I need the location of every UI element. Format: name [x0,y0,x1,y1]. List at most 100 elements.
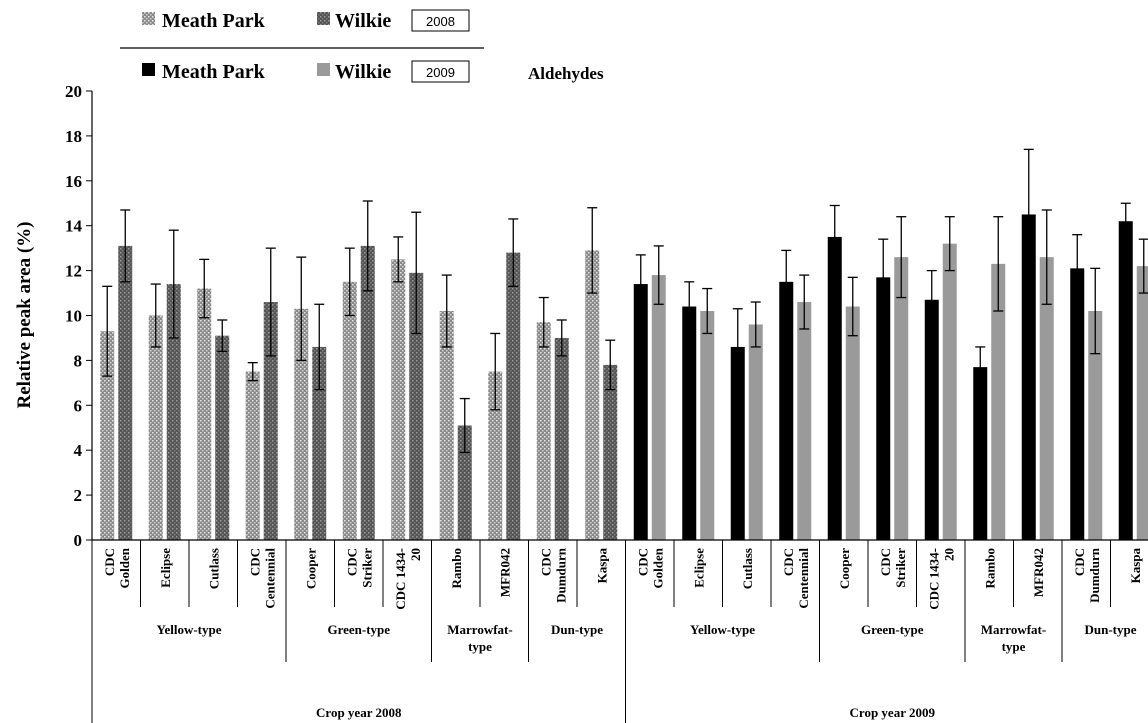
category-label: Rambo [449,548,464,588]
category-label: Golden [117,547,132,588]
bar [779,281,794,540]
group-label: Green-type [327,622,390,637]
group-label: Marrowfat- [981,622,1046,637]
bar [342,281,357,540]
legend-label-2009-wilkie: Wilkie [335,61,391,83]
category-label: Kaspa [1128,548,1143,584]
crop-year-label: Crop year 2008 [316,705,402,720]
bar [536,322,551,540]
bar [700,311,715,540]
bar [197,288,212,540]
group-label: type [468,639,492,654]
group-label: Yellow-type [690,622,755,637]
bar [1070,268,1085,540]
category-label: MFR042 [497,548,512,597]
bar [148,315,163,540]
y-tick-label: 2 [74,486,83,505]
category-label: CDC [878,548,893,576]
bar [166,284,181,540]
y-tick-label: 12 [65,262,82,281]
legend-year-box-2008 [411,9,470,32]
y-tick-label: 14 [65,217,83,236]
category-label: Cooper [837,548,852,589]
legend-year-box-2009 [411,60,470,83]
bar [845,306,860,540]
bar [827,236,842,541]
bar [1088,311,1103,540]
group-label: type [1002,639,1026,654]
category-label: Golden [650,547,665,588]
legend-label-2008-wilkie: Wilkie [335,10,391,32]
group-label: Green-type [861,622,924,637]
bar [263,302,278,540]
bar [1021,214,1036,540]
bars [100,148,1148,541]
legend-swatch-2009-meath-park [142,63,155,76]
bar [100,331,115,540]
category-label: CDC [538,548,553,576]
category-label: CDC 1434- [926,548,941,610]
category-label: CDC [247,548,262,576]
legend-year-2008: 2008 [426,14,455,29]
y-tick-label: 20 [65,82,82,101]
bar [748,324,763,540]
y-tick-label: 0 [74,531,83,550]
legend-swatch-2009-wilkie [317,63,330,76]
legend: Meath Park Wilkie 2008 Meath Park Wilkie… [120,9,484,83]
category-label: Eclipse [158,548,173,588]
bar [312,346,327,540]
category-label: CDC [635,548,650,576]
category-label: Dumdurn [553,547,568,603]
category-label: Striker [359,548,374,588]
y-tick-label: 10 [65,307,82,326]
y-tick-label: 6 [74,396,83,415]
category-label: Dumdurn [1087,547,1102,603]
bar [633,284,648,540]
group-label: Dun-type [1084,622,1136,637]
bar [118,245,133,540]
y-axis-label: Relative peak area (%) [14,222,35,409]
category-label: 20 [941,548,956,561]
category-label: CDC [102,548,117,576]
bar [894,257,909,540]
bar [1039,257,1054,540]
y-tick-label: 16 [65,172,82,191]
legend-swatch-2008-meath-park [142,12,155,25]
category-label: CDC [781,548,796,576]
bar [651,275,666,540]
bar [360,245,375,540]
chart-title: Aldehydes [528,64,604,83]
category-label: CDC 1434- [393,548,408,610]
category-label: Centennial [796,548,811,609]
category-label: Striker [893,548,908,588]
legend-label-2008-meath-park: Meath Park [162,10,266,32]
bar [245,371,260,540]
y-tick-label: 4 [74,441,83,460]
crop-year-label: Crop year 2009 [850,705,936,720]
category-label: Cutlass [740,548,755,589]
bar [942,243,957,540]
bar [1136,266,1148,540]
bar [973,367,988,540]
category-label: Cooper [303,548,318,589]
category-label: 20 [408,548,423,561]
category-label: Eclipse [691,548,706,588]
bar [730,346,745,540]
group-label: Yellow-type [157,622,222,637]
group-label: Marrowfat- [447,622,512,637]
bar [1118,221,1133,540]
legend-swatch-2008-wilkie [317,12,330,25]
category-label: Cutlass [206,548,221,589]
bar [876,277,891,540]
category-label: Rambo [982,548,997,588]
bar [797,302,812,540]
y-tick-label: 8 [74,351,83,370]
bar [391,259,406,540]
x-axis: CDC Golden Eclipse Cutlass CDC CentennialYell… [91,539,1148,723]
category-label: CDC [1072,548,1087,576]
bar [215,335,230,540]
group-label: Dun-type [551,622,603,637]
bar [439,311,454,540]
bar [991,263,1006,540]
bar [603,364,618,540]
